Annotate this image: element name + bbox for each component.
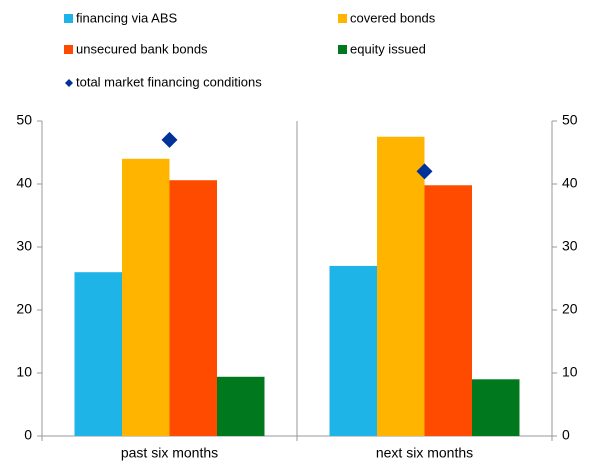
y-tick-label: 30 xyxy=(16,238,32,254)
legend-marker xyxy=(65,79,73,87)
bar xyxy=(472,379,520,436)
y2-tick-label: 40 xyxy=(562,175,578,191)
y2-tick-label: 0 xyxy=(562,427,570,443)
bar xyxy=(424,185,472,436)
y-tick-label: 10 xyxy=(16,364,32,380)
legend-label: covered bonds xyxy=(350,10,436,25)
legend-label: equity issued xyxy=(350,41,426,56)
bar xyxy=(74,272,122,436)
legend-label: financing via ABS xyxy=(76,10,178,25)
legend-label: unsecured bank bonds xyxy=(76,41,208,56)
marker xyxy=(416,163,433,180)
legend-label: total market financing conditions xyxy=(76,74,262,89)
y-tick-label: 0 xyxy=(24,427,32,443)
y2-tick-label: 50 xyxy=(562,112,578,128)
bar xyxy=(169,180,217,436)
bar xyxy=(329,265,377,436)
legend-swatch xyxy=(338,14,347,23)
y-tick-label: 40 xyxy=(16,175,32,191)
y2-tick-label: 20 xyxy=(562,301,578,317)
legend-swatch xyxy=(64,14,73,23)
bar xyxy=(217,376,265,436)
y-tick-label: 50 xyxy=(16,112,32,128)
y2-tick-label: 10 xyxy=(562,364,578,380)
x-tick-label: next six months xyxy=(376,445,473,461)
y2-tick-label: 30 xyxy=(562,238,578,254)
legend-swatch xyxy=(338,45,347,54)
marker xyxy=(161,131,178,148)
x-tick-label: past six months xyxy=(121,445,218,461)
y-tick-label: 20 xyxy=(16,301,32,317)
bar xyxy=(377,136,425,436)
legend-swatch xyxy=(64,45,73,54)
bar xyxy=(122,158,170,437)
